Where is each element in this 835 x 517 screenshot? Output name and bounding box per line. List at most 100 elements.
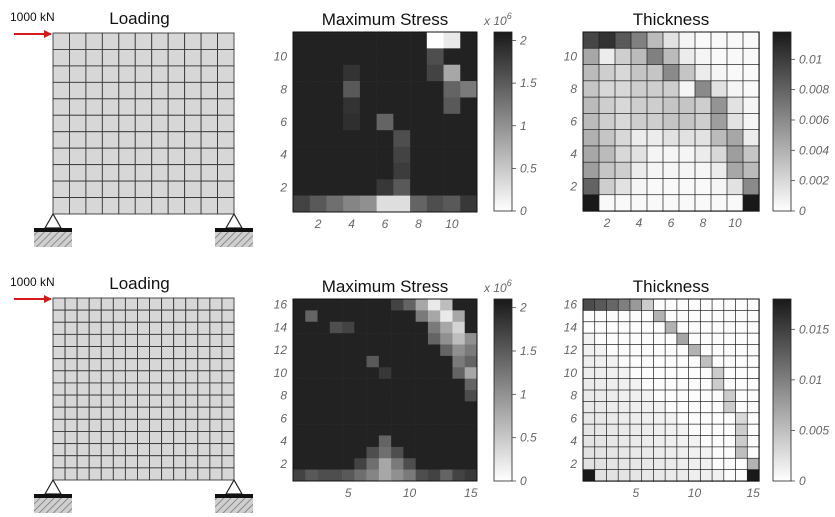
heatmap-cell <box>309 146 327 164</box>
heatmap-cell <box>614 113 632 131</box>
heatmap-cell <box>653 332 666 346</box>
heatmap-cell <box>376 179 394 196</box>
y-tick-label: 16 <box>274 298 288 312</box>
mesh-element <box>52 309 66 323</box>
mesh-element <box>101 197 120 215</box>
mesh-element <box>200 49 218 67</box>
heatmap-cell <box>582 96 600 115</box>
mesh-element <box>185 406 199 420</box>
heatmap-cell <box>711 412 725 425</box>
heatmap-cell <box>403 458 416 470</box>
heatmap-cell <box>354 367 367 379</box>
heatmap-cell <box>293 446 306 459</box>
y-tick-label: 4 <box>570 434 577 448</box>
heatmap-cell <box>359 64 377 82</box>
heatmap-cell <box>746 389 760 403</box>
pin-support-icon <box>34 212 72 247</box>
heatmap-cell <box>359 146 377 164</box>
heatmap-cell <box>594 355 608 368</box>
heatmap-cell <box>329 469 343 482</box>
heatmap-cell <box>688 366 701 380</box>
mesh-element <box>52 382 66 396</box>
heatmap-cell <box>343 146 361 164</box>
mesh-element <box>52 418 66 432</box>
heatmap-cell <box>735 298 748 312</box>
mesh-element <box>209 418 223 432</box>
heatmap-cell <box>317 390 331 402</box>
heatmap-cell <box>617 446 631 459</box>
heatmap-cell <box>710 194 728 212</box>
heatmap-cell <box>460 32 478 49</box>
mesh-element <box>173 406 187 420</box>
mesh-element <box>184 114 202 133</box>
heatmap-cell <box>664 469 678 482</box>
mesh-element <box>118 131 136 149</box>
heatmap-cell <box>440 378 453 391</box>
mesh-element <box>161 309 175 323</box>
mesh-element <box>137 431 150 445</box>
heatmap-cell <box>293 424 306 436</box>
heatmap-cell <box>598 178 616 196</box>
x-tick-label: 5 <box>345 486 352 500</box>
mesh-element <box>161 431 175 445</box>
heatmap-cell <box>305 401 318 414</box>
mesh-element <box>64 455 78 469</box>
mesh-element <box>68 98 87 116</box>
heatmap-cell <box>664 423 678 437</box>
mesh-element <box>100 406 114 420</box>
mesh-element <box>112 455 126 469</box>
heatmap-cell <box>460 195 478 213</box>
mesh-element <box>161 467 175 481</box>
heatmap-cell <box>694 96 712 115</box>
heatmap-cell <box>614 80 632 98</box>
heatmap-cell <box>460 113 478 131</box>
heatmap-cell <box>326 97 344 115</box>
mesh-element <box>185 309 199 323</box>
heatmap-cell <box>614 145 632 163</box>
heatmap-cell <box>646 113 664 131</box>
heatmap-cell <box>630 161 648 180</box>
colorbar-tick-label: 2 <box>519 34 527 48</box>
heatmap-cell <box>594 435 608 448</box>
heatmap-cell <box>354 321 367 334</box>
mesh-element <box>68 164 87 182</box>
heatmap-cell <box>343 162 361 180</box>
heatmap-cell <box>582 344 596 357</box>
colorbar-tick-label: 1.5 <box>520 76 537 90</box>
heatmap-cell <box>688 389 701 403</box>
mesh-element <box>100 346 114 360</box>
heatmap-cell <box>699 378 713 391</box>
heatmap-cell <box>415 367 429 379</box>
y-tick-label: 8 <box>570 82 577 96</box>
heatmap-cell <box>711 469 725 482</box>
heatmap-cell <box>293 401 306 414</box>
heatmap-cell <box>440 367 453 379</box>
heatmap-cell <box>329 333 343 345</box>
heatmap-cell <box>735 378 748 391</box>
heatmap-cell <box>293 64 311 82</box>
y-tick-label: 2 <box>569 457 577 471</box>
mesh-element <box>64 333 78 347</box>
heatmap-cell <box>594 378 608 391</box>
colorbar-bar <box>772 31 792 212</box>
mesh-element <box>68 32 87 50</box>
heatmap-cell <box>391 412 404 425</box>
heatmap-cell <box>746 401 760 414</box>
stress-heatmap <box>292 31 478 213</box>
heatmap-cell <box>427 390 441 402</box>
mesh-element <box>85 131 103 149</box>
heatmap-cell <box>354 378 367 391</box>
heatmap-cell <box>723 389 737 403</box>
heatmap-cell <box>629 389 643 403</box>
heatmap-cell <box>293 458 306 470</box>
heatmap-cell <box>641 321 655 334</box>
heatmap-cell <box>582 194 600 212</box>
colorbar-tick-label: 0.005 <box>799 423 829 437</box>
y-tick-label: 6 <box>570 411 577 425</box>
heatmap-cell <box>359 195 377 213</box>
mesh-element <box>76 297 90 311</box>
heatmap-cell <box>452 435 466 448</box>
heatmap-cell <box>723 435 737 448</box>
heatmap-cell <box>393 48 411 66</box>
heatmap-cell <box>391 435 404 448</box>
